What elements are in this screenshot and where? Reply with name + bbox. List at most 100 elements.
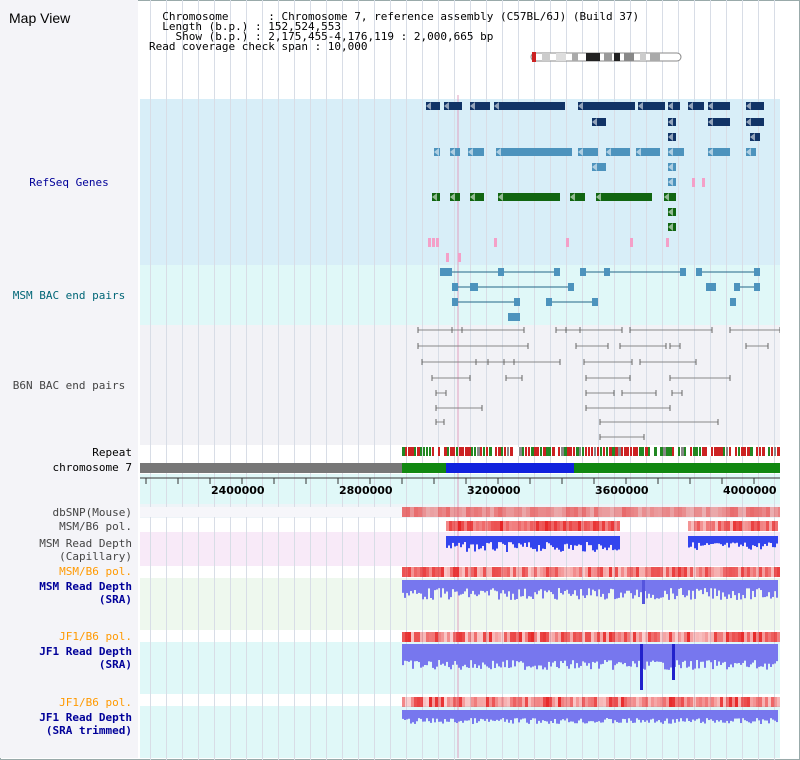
bac-end: [554, 268, 560, 276]
bac-end: [754, 268, 760, 276]
track-label-jf1-b6-pol-2[interactable]: JF1/B6 pol.: [59, 696, 132, 709]
polymorphism-density: [552, 632, 555, 642]
repeat-feature: [774, 447, 776, 456]
read-depth-bar: [528, 644, 530, 667]
repeat-feature: [681, 447, 684, 456]
repeat-feature: [735, 447, 737, 456]
polymorphism-density: [684, 567, 687, 577]
read-depth-bar: [536, 536, 538, 552]
polymorphism-density: [518, 521, 521, 531]
track-label-msm-depth-cap[interactable]: MSM Read Depth: [39, 537, 132, 550]
grid-line: [182, 0, 183, 760]
dbsnp-density: [598, 507, 602, 517]
read-depth-bar: [416, 710, 418, 722]
read-depth-bar: [770, 644, 772, 667]
read-depth-bar: [572, 710, 574, 722]
polymorphism-density: [519, 632, 522, 642]
dbsnp-density: [770, 507, 774, 517]
grid-line: [646, 0, 647, 760]
polymorphism-density: [636, 632, 639, 642]
repeat-feature: [738, 447, 740, 456]
read-depth-bar: [626, 644, 628, 667]
repeat-feature: [504, 447, 506, 456]
repeat-feature: [669, 447, 672, 456]
polymorphism-density: [470, 521, 473, 531]
read-depth-bar: [456, 536, 458, 546]
read-depth-bar: [680, 710, 682, 719]
read-depth-bar: [668, 644, 670, 670]
track-label-dbsnp[interactable]: dbSNP(Mouse): [52, 506, 132, 519]
read-depth-bar: [610, 536, 612, 545]
read-depth-bar: [572, 536, 574, 550]
polymorphism-density: [672, 567, 675, 577]
polymorphism-density: [473, 521, 476, 531]
scale-tick-label: 4000000: [723, 484, 777, 497]
polymorphism-density: [525, 697, 528, 707]
polymorphism-density: [744, 697, 747, 707]
read-depth-bar: [506, 710, 508, 720]
read-depth-bar: [748, 644, 750, 668]
polymorphism-density: [672, 632, 675, 642]
polymorphism-density: [539, 521, 542, 531]
chromosome-ideogram[interactable]: [530, 52, 682, 62]
track-label-b6n-bac[interactable]: B6N BAC end pairs: [12, 379, 126, 392]
strand-arrow: [638, 102, 643, 110]
strand-arrow: [668, 118, 673, 126]
polymorphism-density: [450, 567, 453, 577]
grid-line: [422, 0, 423, 760]
read-depth-bar: [612, 580, 614, 590]
gene-feature-small: [428, 238, 431, 247]
read-depth-bar: [582, 536, 584, 552]
read-depth-bar: [648, 644, 650, 666]
polymorphism-density: [585, 567, 588, 577]
strand-arrow: [606, 148, 611, 156]
track-label-msm-b6-pol-1[interactable]: MSM/B6 pol.: [59, 520, 132, 533]
repeat-feature: [417, 447, 420, 456]
polymorphism-density: [504, 632, 507, 642]
track-label-refseq[interactable]: RefSeq Genes: [29, 176, 109, 189]
read-depth-bar: [542, 580, 544, 599]
grid-line: [614, 0, 615, 760]
polymorphism-density: [627, 567, 630, 577]
read-depth-bar: [714, 710, 716, 723]
repeat-feature: [726, 447, 728, 456]
polymorphism-density: [675, 697, 678, 707]
track-label-repeat[interactable]: Repeat: [92, 446, 132, 459]
polymorphism-density: [690, 567, 693, 577]
read-depth-bar: [488, 536, 490, 544]
polymorphism-density: [762, 632, 765, 642]
read-depth-bar: [614, 644, 616, 666]
dbsnp-density: [658, 507, 662, 517]
read-depth-bar: [542, 644, 544, 670]
bac-end: [440, 268, 446, 276]
bac-end: [710, 283, 716, 291]
track-label-msm-b6-pol-2[interactable]: MSM/B6 pol.: [59, 565, 132, 578]
polymorphism-density: [414, 567, 417, 577]
read-depth-bar: [512, 580, 514, 594]
read-depth-bar: [472, 710, 474, 724]
polymorphism-density: [522, 632, 525, 642]
read-depth-bar: [718, 710, 720, 722]
read-depth-bar: [440, 580, 442, 598]
read-depth-bar: [638, 644, 640, 661]
read-depth-bar: [610, 644, 612, 661]
read-depth-bar: [456, 580, 458, 592]
read-depth-bar: [714, 644, 716, 661]
read-depth-bar: [684, 644, 686, 661]
track-label-msm-depth-sra[interactable]: MSM Read Depth: [39, 580, 132, 593]
polymorphism-density: [669, 697, 672, 707]
dbsnp-density: [614, 507, 618, 517]
read-depth-bar: [492, 536, 494, 550]
track-label-jf1-depth-sra[interactable]: JF1 Read Depth: [39, 645, 132, 658]
read-depth-bar: [568, 710, 570, 723]
read-depth-bar: [488, 580, 490, 596]
repeat-feature: [471, 447, 473, 456]
polymorphism-density: [714, 697, 717, 707]
track-label-jf1-depth-trim[interactable]: JF1 Read Depth: [39, 711, 132, 724]
read-depth-bar: [728, 580, 730, 595]
track-label-msm-bac[interactable]: MSM BAC end pairs: [12, 289, 126, 302]
read-depth-bar: [638, 710, 640, 720]
polymorphism-density: [735, 632, 738, 642]
track-label-jf1-b6-pol-1[interactable]: JF1/B6 pol.: [59, 630, 132, 643]
